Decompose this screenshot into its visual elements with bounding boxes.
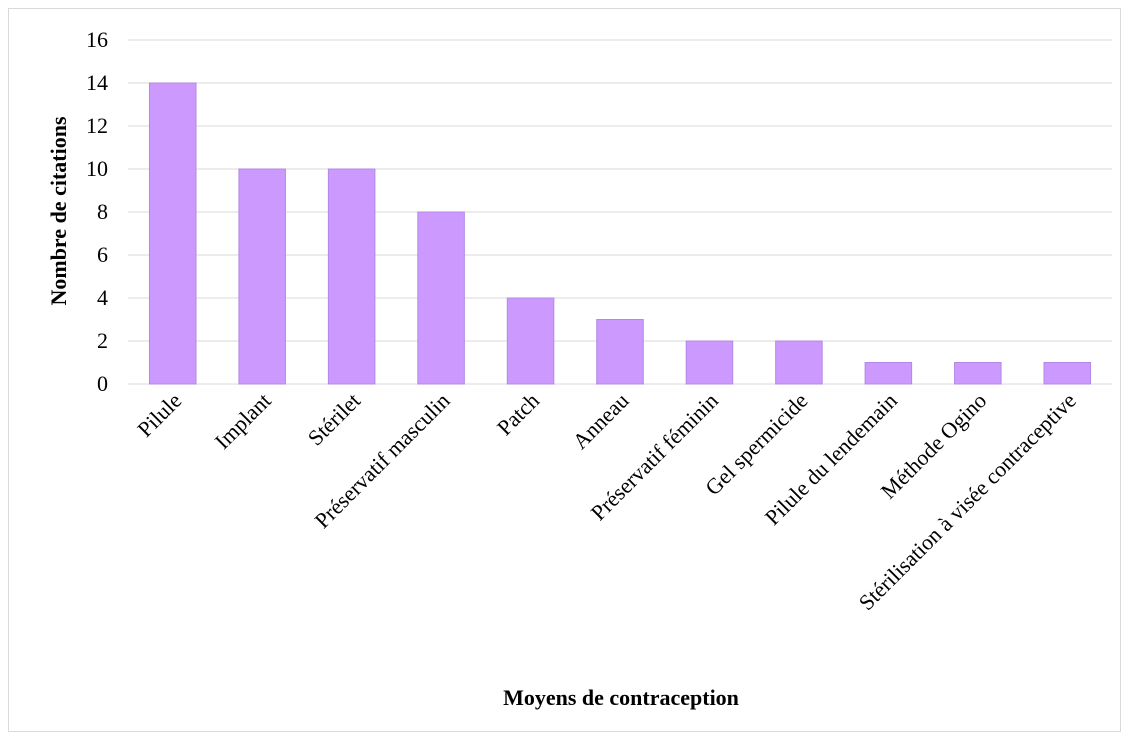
y-tick-label: 8 bbox=[97, 199, 108, 224]
y-tick-label: 6 bbox=[97, 242, 108, 267]
bar bbox=[775, 340, 823, 385]
y-tick-label: 10 bbox=[86, 156, 108, 181]
gridlines bbox=[128, 39, 1112, 385]
bar bbox=[954, 362, 1002, 385]
y-tick-label: 2 bbox=[97, 328, 108, 353]
bar bbox=[1043, 362, 1092, 385]
bars bbox=[148, 82, 1092, 385]
y-axis-title: Nombre de citations bbox=[46, 116, 71, 305]
y-tick-label: 14 bbox=[86, 70, 108, 95]
y-tick-label: 12 bbox=[86, 113, 108, 138]
x-tick-label: Implant bbox=[210, 388, 276, 454]
bar bbox=[327, 168, 376, 385]
bar bbox=[685, 340, 734, 385]
x-axis-title: Moyens de contraception bbox=[503, 685, 739, 710]
bar bbox=[596, 319, 644, 385]
x-tick-label: Anneau bbox=[567, 388, 633, 454]
bar bbox=[238, 168, 286, 385]
bar bbox=[148, 82, 197, 385]
bar bbox=[864, 362, 913, 385]
y-tick-label: 0 bbox=[97, 371, 108, 396]
x-tick-label: Stérilet bbox=[303, 388, 366, 451]
x-tick-label: Pilule bbox=[132, 388, 186, 442]
bar bbox=[506, 297, 555, 385]
x-tick-label: Patch bbox=[492, 388, 544, 440]
y-tick-labels: 0 2 4 6 8 10 12 14 16 bbox=[86, 27, 108, 396]
bar bbox=[417, 211, 465, 385]
y-tick-label: 16 bbox=[86, 27, 108, 52]
y-tick-label: 4 bbox=[97, 285, 108, 310]
